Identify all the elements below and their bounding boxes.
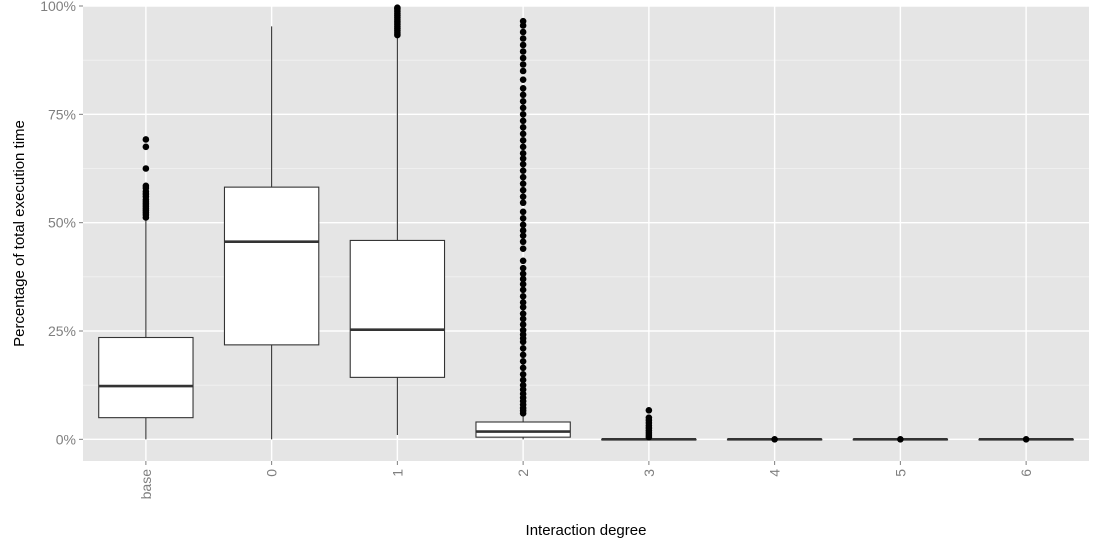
- x-tick-label: 5: [892, 469, 908, 477]
- outlier-point: [519, 111, 527, 118]
- box-base: [98, 136, 194, 440]
- outlier-point: [519, 143, 527, 151]
- outlier-point: [519, 130, 527, 138]
- outlier-point: [519, 245, 527, 252]
- outlier-point: [519, 76, 527, 83]
- box-3: [601, 407, 697, 441]
- outlier-point: [519, 364, 527, 372]
- outlier-point: [519, 150, 527, 157]
- outlier-point: [142, 143, 150, 151]
- y-tick-label: 50%: [48, 215, 76, 231]
- box-5: [852, 436, 949, 443]
- x-axis-title: Interaction degree: [526, 522, 647, 539]
- outlier-point: [897, 436, 904, 443]
- y-tick-label: 75%: [48, 106, 76, 122]
- x-tick-label: 3: [641, 469, 657, 477]
- outlier-point: [519, 315, 527, 323]
- box-rect: [223, 186, 320, 346]
- outlier-point: [771, 436, 778, 443]
- x-tick-label: 0: [264, 469, 280, 477]
- outlier-point: [519, 371, 527, 378]
- outlier-point: [519, 117, 527, 125]
- x-tick-label: 4: [767, 469, 783, 477]
- outlier-point: [519, 167, 527, 174]
- outlier-point: [519, 257, 527, 265]
- outlier-point: [519, 286, 527, 294]
- outlier-point: [519, 124, 527, 131]
- outlier-point: [519, 173, 527, 181]
- outlier-point: [142, 165, 150, 172]
- outlier-point: [519, 67, 527, 75]
- outlier-point: [519, 193, 527, 200]
- outlier-point: [142, 136, 150, 143]
- box-0: [223, 26, 320, 440]
- outlier-point: [519, 280, 527, 288]
- outlier-point: [519, 321, 527, 328]
- outlier-point: [142, 182, 150, 190]
- outlier-point: [519, 215, 527, 222]
- outlier-point: [519, 186, 527, 194]
- outlier-point: [519, 345, 527, 352]
- outlier-point: [519, 208, 527, 216]
- outlier-point: [519, 221, 527, 229]
- outlier-point: [519, 299, 527, 306]
- outlier-point: [519, 232, 527, 239]
- outlier-point: [519, 137, 527, 144]
- y-tick-label: 100%: [40, 0, 76, 14]
- outlier-point: [394, 4, 401, 12]
- outlier-point: [519, 381, 527, 389]
- box-series: [98, 4, 1074, 443]
- box-2: [475, 17, 571, 440]
- outlier-point: [519, 48, 527, 55]
- outlier-point: [519, 270, 527, 278]
- x-tick-label: 1: [389, 469, 405, 477]
- outlier-point: [645, 414, 653, 421]
- outlier-point: [519, 41, 527, 49]
- outlier-point: [519, 54, 527, 62]
- outlier-point: [519, 199, 527, 207]
- box-6: [978, 436, 1074, 443]
- outlier-point: [519, 303, 527, 311]
- outlier-point: [519, 275, 527, 283]
- outlier-point: [519, 85, 527, 92]
- outlier-point: [519, 376, 527, 384]
- outlier-point: [519, 293, 527, 300]
- box-4: [726, 436, 823, 443]
- outlier-point: [519, 326, 527, 334]
- outlier-point: [519, 98, 527, 105]
- outlier-point: [519, 155, 527, 162]
- y-tick-label: 0%: [56, 431, 76, 447]
- box-1: [349, 4, 446, 435]
- outlier-point: [1022, 436, 1030, 443]
- outlier-point: [519, 264, 527, 272]
- outlier-point: [519, 35, 527, 42]
- outlier-point: [519, 61, 527, 68]
- y-axis-title: Percentage of total execution time: [11, 120, 28, 347]
- outlier-point: [519, 180, 527, 187]
- y-tick-label: 25%: [48, 323, 76, 339]
- outlier-point: [519, 310, 527, 317]
- x-tick-label: base: [138, 469, 154, 500]
- outlier-point: [519, 227, 527, 234]
- box-rect: [98, 336, 194, 419]
- outlier-point: [645, 407, 653, 414]
- x-tick-label: 6: [1018, 469, 1034, 477]
- outlier-point: [519, 160, 527, 168]
- outlier-point: [519, 238, 527, 246]
- outlier-point: [519, 351, 527, 359]
- y-axis: 0% 25% 50% 75% 100%: [40, 0, 83, 447]
- box-rect: [475, 421, 571, 438]
- box-rect: [349, 239, 446, 378]
- x-tick-label: 2: [515, 469, 531, 477]
- outlier-point: [519, 104, 527, 112]
- outlier-point: [519, 28, 527, 36]
- outlier-point: [519, 358, 527, 365]
- outlier-point: [519, 17, 527, 25]
- outlier-point: [519, 91, 527, 99]
- x-axis: base 0 1 2 3 4 5 6: [138, 461, 1034, 499]
